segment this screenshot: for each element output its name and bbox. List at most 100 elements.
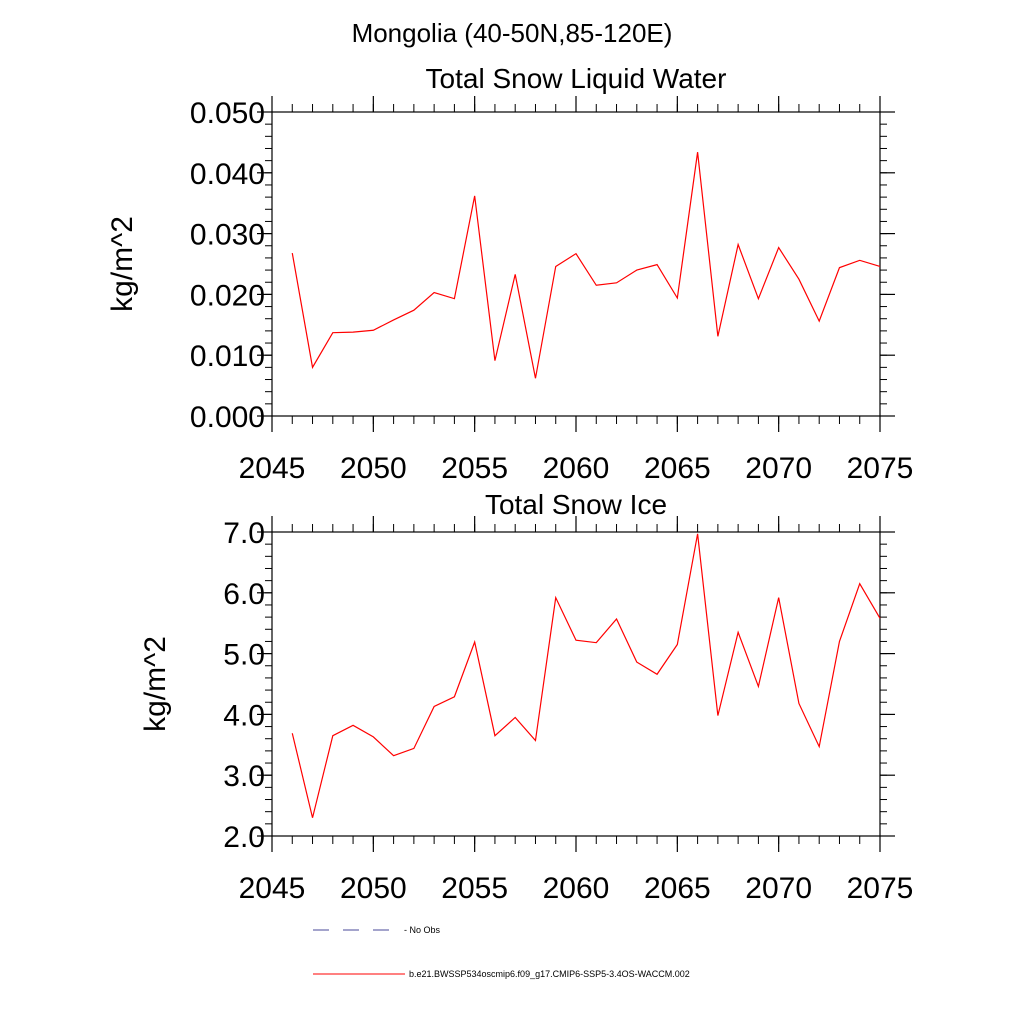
y-tick-label: 5.0 [223, 639, 265, 672]
x-tick-label: 2075 [847, 452, 914, 485]
data-point [494, 360, 495, 361]
data-point [352, 331, 353, 332]
data-point [839, 641, 840, 642]
data-point [515, 717, 516, 718]
x-tick-label: 2055 [441, 872, 508, 905]
x-tick-label: 2065 [644, 452, 711, 485]
x-tick-label: 2065 [644, 872, 711, 905]
data-point [738, 244, 739, 245]
y-tick-label: 0.050 [190, 97, 265, 130]
data-point [819, 746, 820, 747]
legend-label-no-obs: - No Obs [404, 925, 441, 935]
data-point [393, 755, 394, 756]
data-point [879, 618, 880, 619]
x-tick-label: 2060 [543, 452, 610, 485]
x-tick-label: 2060 [543, 872, 610, 905]
data-point [859, 583, 860, 584]
data-point [596, 285, 597, 286]
data-point [515, 274, 516, 275]
y-tick-label: 6.0 [223, 578, 265, 611]
data-point [575, 253, 576, 254]
y-tick-label: 7.0 [223, 517, 265, 550]
data-point [859, 260, 860, 261]
x-tick-label: 2050 [340, 872, 407, 905]
figure-main-title: Mongolia (40-50N,85-120E) [352, 18, 673, 48]
data-point [879, 266, 880, 267]
chart-panels: Total Snow Liquid Water kg/m^2 0.000 0.010 0… [106, 63, 913, 905]
y-axis-label: kg/m^2 [106, 216, 139, 312]
data-point [636, 662, 637, 663]
data-point [717, 715, 718, 716]
data-point [758, 686, 759, 687]
x-tick-label: 2070 [745, 452, 812, 485]
y-tick-label: 0.000 [190, 401, 265, 434]
series-line [291, 152, 881, 379]
data-point [636, 269, 637, 270]
data-point [778, 247, 779, 248]
data-point [697, 533, 698, 534]
data-point [616, 618, 617, 619]
data-point [312, 367, 313, 368]
data-point [555, 266, 556, 267]
x-tick-label: 2045 [239, 452, 306, 485]
data-point [656, 674, 657, 675]
data-point [839, 267, 840, 268]
data-point [778, 597, 779, 598]
data-point [292, 733, 293, 734]
data-point [352, 725, 353, 726]
data-point [596, 642, 597, 643]
data-point [434, 706, 435, 707]
data-point [393, 319, 394, 320]
data-point [494, 735, 495, 736]
y-tick-label: 3.0 [223, 760, 265, 793]
data-point [332, 735, 333, 736]
y-tick-label: 4.0 [223, 699, 265, 732]
data-point [332, 332, 333, 333]
data-point [575, 640, 576, 641]
data-point [312, 817, 313, 818]
data-point [677, 297, 678, 298]
data-point [474, 195, 475, 196]
data-point [474, 641, 475, 642]
x-tick-label: 2055 [441, 452, 508, 485]
y-tick-label: 0.040 [190, 158, 265, 191]
data-point [717, 336, 718, 337]
chart-panel-1: Total Snow Liquid Water kg/m^2 0.000 0.010 0… [106, 63, 913, 485]
data-point [413, 310, 414, 311]
data-point [373, 736, 374, 737]
chart-title: Total Snow Liquid Water [426, 63, 727, 94]
legend-label-series: b.e21.BWSSP534oscmip6.f09_g17.CMIP6-SSP5… [409, 969, 690, 979]
data-point [555, 597, 556, 598]
data-point [535, 378, 536, 379]
y-axis-label: kg/m^2 [139, 636, 172, 732]
y-tick-label: 0.030 [190, 219, 265, 252]
y-tick-label: 2.0 [223, 821, 265, 854]
x-tick-label: 2050 [340, 452, 407, 485]
data-point [373, 330, 374, 331]
series-line [291, 533, 881, 818]
x-tick-label: 2045 [239, 872, 306, 905]
x-tick-label: 2070 [745, 872, 812, 905]
chart-legend: - No Obs b.e21.BWSSP534oscmip6.f09_g17.CM… [313, 925, 690, 979]
data-point [454, 298, 455, 299]
y-tick-label: 0.010 [190, 340, 265, 373]
chart-panel-2: Total Snow Ice kg/m^2 2.0 3.0 4.0 5.0 6.0 7.0 20… [139, 489, 913, 905]
data-point [434, 292, 435, 293]
data-point [738, 632, 739, 633]
data-point [798, 703, 799, 704]
data-point [798, 279, 799, 280]
data-point [454, 696, 455, 697]
data-point [697, 152, 698, 153]
data-point [292, 252, 293, 253]
x-tick-label: 2075 [847, 872, 914, 905]
data-point [413, 748, 414, 749]
chart-title: Total Snow Ice [485, 489, 667, 520]
data-point [677, 644, 678, 645]
data-point [758, 298, 759, 299]
data-point [656, 264, 657, 265]
y-tick-label: 0.020 [190, 279, 265, 312]
data-point [616, 282, 617, 283]
data-point [535, 740, 536, 741]
